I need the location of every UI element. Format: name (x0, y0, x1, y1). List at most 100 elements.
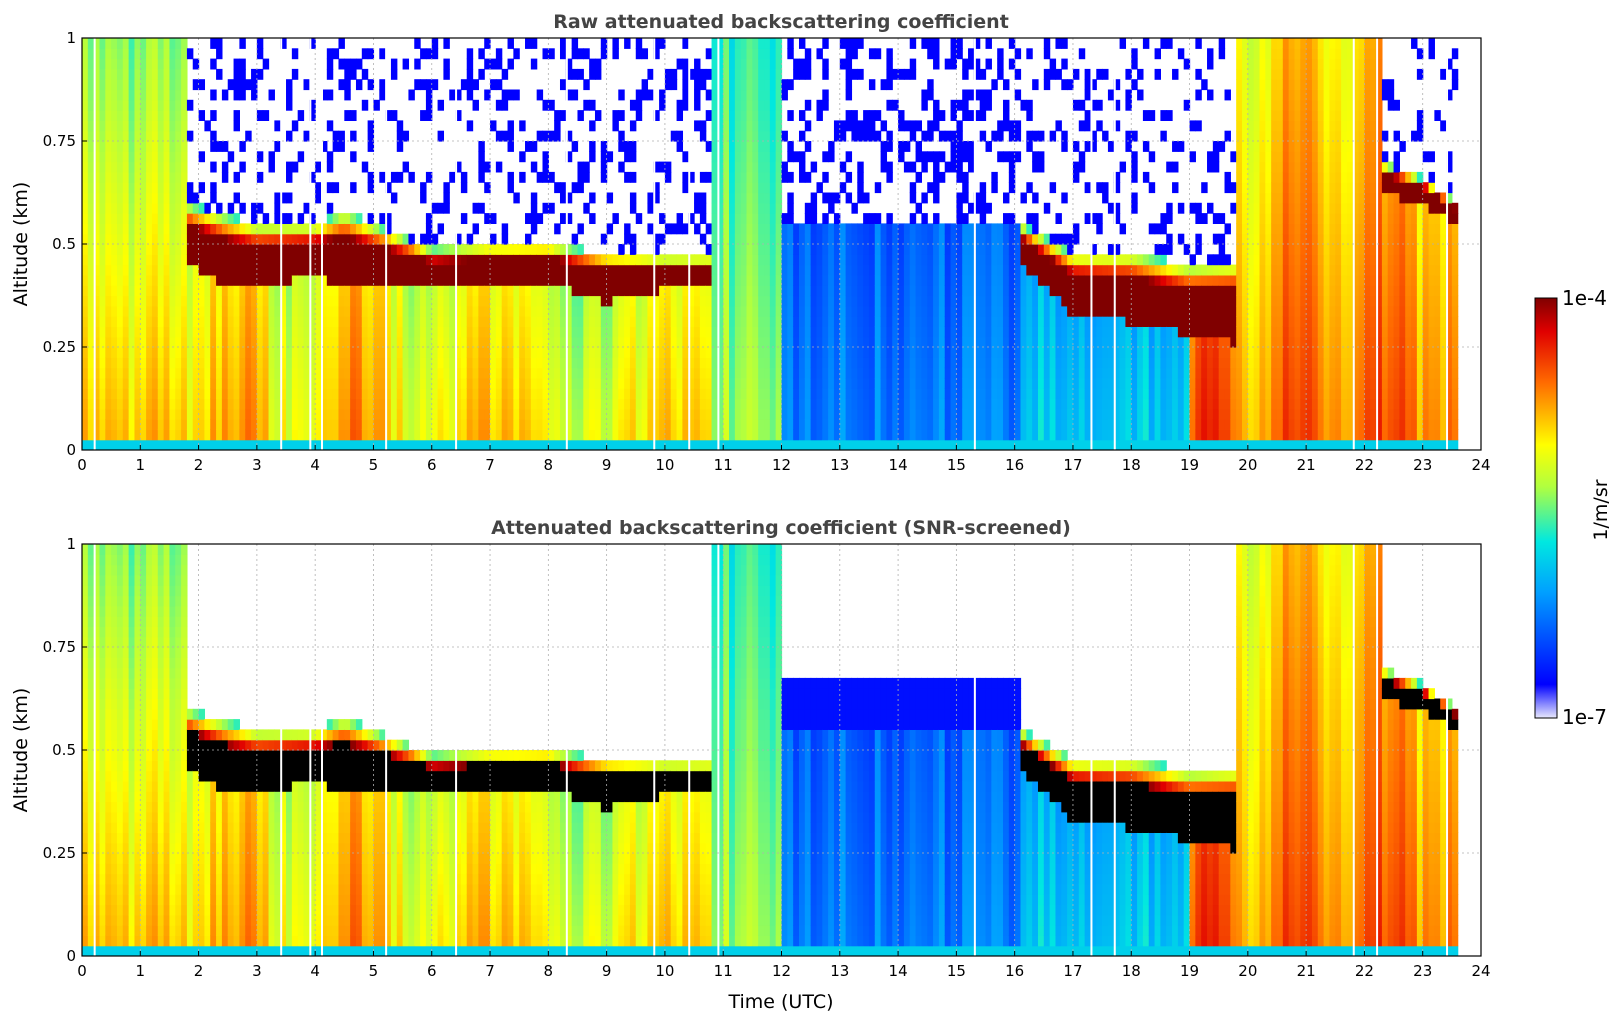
heatmap-cell (554, 377, 561, 389)
heatmap-cell (501, 336, 509, 348)
heatmap-cell (256, 377, 264, 389)
heatmap-cell (490, 398, 497, 410)
heatmap-cell (670, 130, 678, 142)
heatmap-cell (402, 429, 410, 441)
heatmap-cell (577, 244, 584, 255)
heatmap-cell (723, 202, 730, 214)
heatmap-cell (256, 48, 264, 60)
heatmap-cell (128, 233, 136, 245)
heatmap-cell (1072, 377, 1080, 389)
heatmap-cell (711, 439, 718, 450)
heatmap-cell (816, 223, 823, 235)
heatmap-cell (839, 58, 847, 70)
heatmap-cell (443, 58, 450, 70)
heatmap-cell (245, 429, 252, 441)
heatmap-cell (286, 367, 293, 379)
heatmap-cell (670, 347, 678, 358)
heatmap-cell (332, 244, 340, 255)
heatmap-cell (274, 439, 281, 450)
heatmap-cell (979, 254, 987, 266)
heatmap-cell (828, 336, 835, 348)
heatmap-cell (828, 233, 835, 245)
heatmap-cell (198, 347, 206, 358)
heatmap-cell (670, 79, 678, 91)
heatmap-cell (157, 398, 165, 410)
heatmap-cell (717, 388, 724, 400)
heatmap-cell (839, 233, 847, 245)
heatmap-cell (892, 274, 899, 286)
heatmap-cell (367, 357, 375, 369)
heatmap-cell (793, 58, 800, 70)
heatmap-cell (542, 316, 549, 327)
heatmap-cell (979, 264, 987, 276)
heatmap-cell (723, 58, 730, 70)
heatmap-cell (367, 336, 375, 348)
heatmap-cell (163, 316, 171, 327)
heatmap-cell (1020, 295, 1027, 307)
heatmap-cell (1032, 244, 1039, 255)
heatmap-cell (1032, 347, 1039, 358)
heatmap-cell (361, 316, 369, 327)
heatmap-cell (198, 202, 206, 214)
heatmap-cell (985, 429, 992, 441)
heatmap-cell (332, 264, 340, 276)
heatmap-cell (233, 233, 240, 245)
heatmap-cell (169, 295, 176, 307)
heatmap-cell (321, 419, 328, 430)
heatmap-cell (577, 388, 584, 400)
heatmap-cell (594, 264, 602, 276)
heatmap-cell (303, 419, 310, 430)
heatmap-cell (764, 398, 771, 410)
heatmap-cell (151, 202, 159, 214)
heatmap-cell (729, 130, 736, 142)
heatmap-cell (629, 141, 637, 152)
heatmap-cell (210, 274, 217, 286)
heatmap-cell (635, 439, 643, 450)
heatmap-cell (968, 419, 975, 430)
heatmap-cell (863, 388, 870, 400)
heatmap-cell (968, 429, 975, 441)
heatmap-cell (332, 141, 340, 152)
heatmap-cell (886, 377, 893, 389)
heatmap-cell (798, 408, 806, 420)
heatmap-cell (455, 367, 462, 379)
heatmap-cell (414, 377, 421, 389)
heatmap-cell (758, 326, 765, 338)
heatmap-cell (816, 254, 823, 266)
heatmap-cell (1020, 285, 1027, 297)
heatmap-cell (938, 233, 946, 245)
heatmap-cell (548, 285, 555, 297)
heatmap-cell (600, 254, 608, 266)
heatmap-cell (530, 244, 538, 255)
heatmap-cell (571, 316, 579, 327)
heatmap-cell (146, 171, 153, 183)
heatmap-cell (315, 254, 322, 266)
heatmap-cell (729, 408, 736, 420)
heatmap-cell (810, 161, 818, 173)
heatmap-cell (245, 130, 252, 142)
heatmap-cell (868, 130, 876, 142)
heatmap-cell (886, 79, 893, 91)
heatmap-cell (682, 38, 689, 49)
heatmap-cell (111, 264, 118, 276)
heatmap-cell (769, 171, 777, 183)
heatmap-cell (140, 120, 147, 132)
heatmap-cell (979, 110, 987, 121)
heatmap-cell (1032, 305, 1039, 317)
heatmap-cell (169, 120, 176, 132)
heatmap-cell (175, 120, 182, 132)
heatmap-cell (390, 429, 398, 441)
heatmap-cell (1049, 58, 1057, 70)
heatmap-cell (87, 429, 95, 441)
heatmap-cell (227, 244, 235, 255)
heatmap-cell (233, 244, 240, 255)
heatmap-cell (501, 326, 509, 338)
heatmap-cell (280, 408, 287, 420)
heatmap-cell (559, 182, 567, 194)
heatmap-cell (571, 388, 579, 400)
heatmap-cell (251, 429, 258, 441)
heatmap-cell (216, 347, 223, 358)
heatmap-cell (688, 254, 695, 266)
heatmap-cell (898, 254, 905, 266)
heatmap-cell (210, 130, 217, 142)
